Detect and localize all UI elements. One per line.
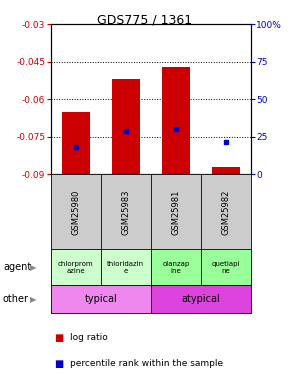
Text: chlorprom
azine: chlorprom azine	[58, 261, 94, 274]
Text: other: other	[3, 294, 29, 304]
Text: percentile rank within the sample: percentile rank within the sample	[70, 359, 223, 368]
Text: GDS775 / 1361: GDS775 / 1361	[97, 13, 193, 26]
Text: thioridazin
e: thioridazin e	[107, 261, 144, 274]
Text: ▶: ▶	[30, 295, 37, 304]
Text: ■: ■	[54, 359, 63, 369]
Text: agent: agent	[3, 262, 31, 272]
Bar	[62, 112, 90, 174]
Text: typical: typical	[84, 294, 117, 304]
Bar	[162, 67, 190, 174]
Text: quetiapi
ne: quetiapi ne	[212, 261, 240, 274]
Text: olanzap
ine: olanzap ine	[162, 261, 189, 274]
Bar	[112, 80, 139, 174]
Text: GSM25980: GSM25980	[71, 189, 80, 235]
Text: GSM25982: GSM25982	[221, 189, 230, 235]
Text: atypical: atypical	[182, 294, 220, 304]
Text: ■: ■	[54, 333, 63, 342]
Text: GSM25983: GSM25983	[121, 189, 130, 235]
Text: ▶: ▶	[30, 263, 37, 272]
Text: GSM25981: GSM25981	[171, 189, 180, 235]
Text: log ratio: log ratio	[70, 333, 107, 342]
Bar	[212, 167, 240, 174]
